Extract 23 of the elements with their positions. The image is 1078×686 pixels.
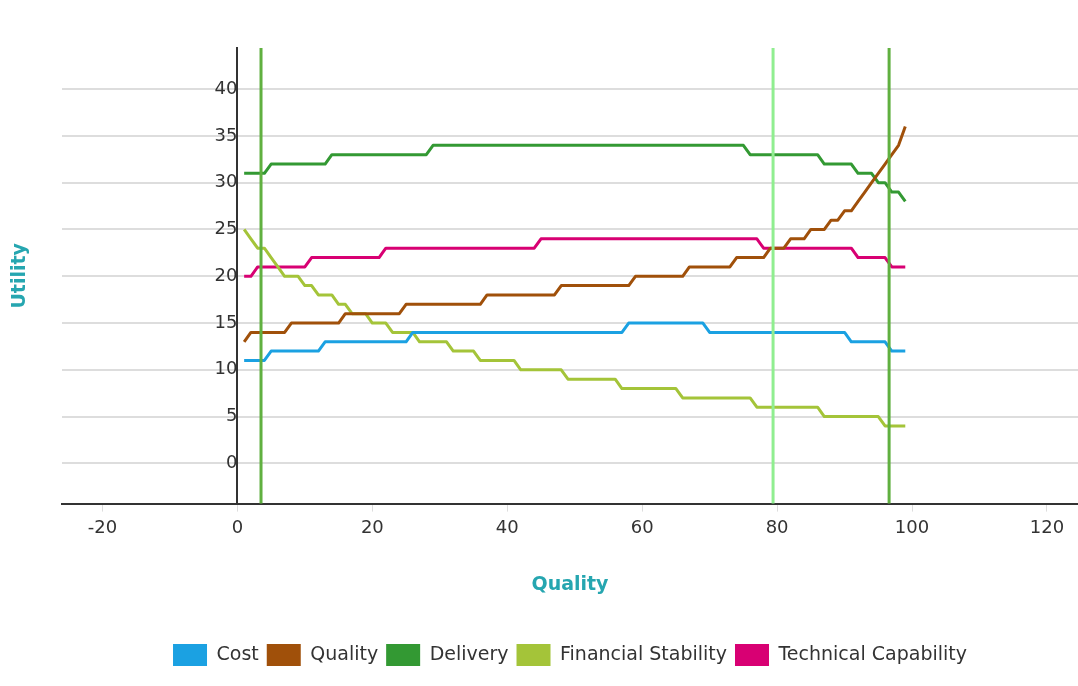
y-tick-label: 35: [214, 123, 238, 145]
y-tick-label: 15: [214, 310, 238, 332]
y-axis-title: Utility: [6, 242, 29, 309]
x-tick-label: 60: [630, 516, 654, 538]
x-tick-label: 80: [765, 516, 789, 538]
legend-label: Technical Capability: [777, 641, 967, 664]
legend-label: Financial Stability: [560, 641, 727, 664]
y-tick-label: 40: [214, 76, 238, 98]
x-tick-label: 120: [1029, 516, 1065, 538]
y-tick-label: 5: [225, 404, 238, 426]
legend-label: Cost: [216, 641, 259, 664]
y-tick-label: 30: [214, 170, 238, 192]
y-tick-label: 10: [214, 357, 238, 379]
legend-label: Delivery: [429, 641, 509, 664]
x-tick-label: -20: [87, 516, 118, 538]
x-tick-label: 100: [894, 516, 930, 538]
y-tick-label: 20: [214, 263, 238, 285]
legend-label: Quality: [310, 641, 379, 664]
x-tick-label: 40: [495, 516, 519, 538]
y-tick-label: 25: [214, 217, 238, 239]
y-tick-label: 0: [225, 451, 238, 473]
x-tick-label: 20: [360, 516, 384, 538]
x-axis-title: Quality: [531, 571, 610, 594]
